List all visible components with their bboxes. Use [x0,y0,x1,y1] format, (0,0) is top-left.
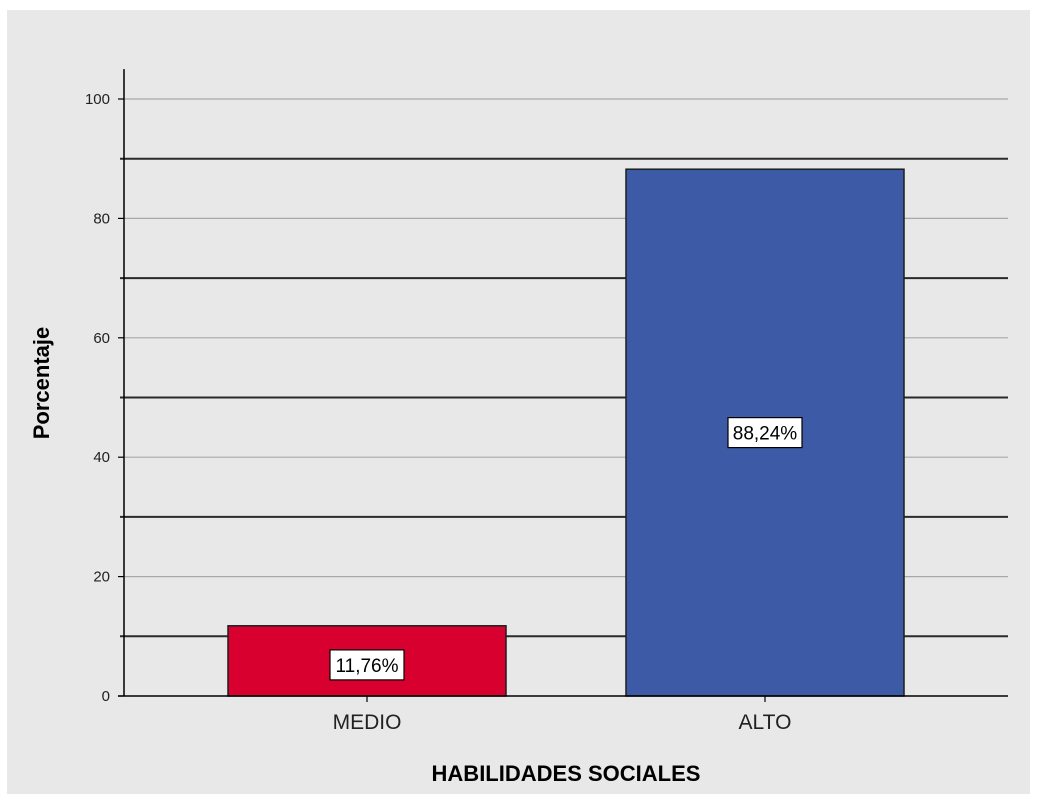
data-label-box-alto [727,417,803,449]
data-label-box-medio [329,649,405,681]
x-axis-ticks: MEDIO ALTO [333,696,792,734]
y-tick-label-0: 0 [102,688,110,705]
x-tick-label-alto: ALTO [739,711,792,734]
y-tick-label-80: 80 [93,210,110,227]
y-tick-label-20: 20 [93,569,110,586]
data-label-alto: 88,24% [733,424,798,445]
data-labels: 11,76% 88,24% [329,417,803,681]
y-axis-ticks: 0 20 40 60 80 100 [85,91,124,705]
x-tick-label-medio: MEDIO [333,711,402,734]
y-tick-label-100: 100 [85,91,110,108]
y-tick-label-60: 60 [93,330,110,347]
x-axis-title: HABILIDADES SOCIALES [432,761,701,786]
axes [118,69,1008,697]
y-axis-title: Porcentaje [29,327,54,440]
y-tick-label-40: 40 [93,449,110,466]
data-label-medio: 11,76% [335,656,398,677]
